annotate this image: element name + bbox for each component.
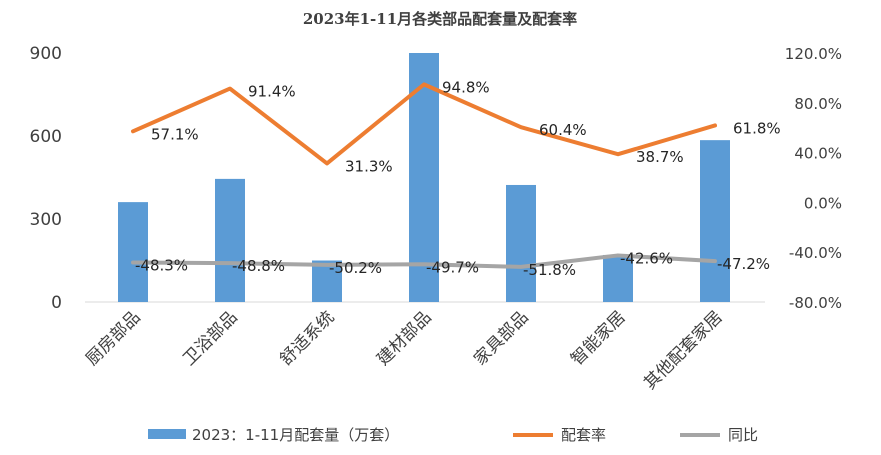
left-axis-tick: 0 bbox=[51, 293, 62, 313]
rate-data-label: 38.7% bbox=[636, 148, 684, 166]
bar-0 bbox=[118, 202, 148, 302]
left-axis-tick: 600 bbox=[30, 127, 62, 147]
yoy-data-label: -47.2% bbox=[717, 255, 770, 273]
right-axis-tick: 0.0% bbox=[804, 194, 842, 212]
rate-data-label: 31.3% bbox=[345, 157, 393, 175]
rate-data-label: 94.8% bbox=[442, 78, 490, 96]
rate-line bbox=[131, 82, 717, 166]
category-label: 其他配套家居 bbox=[640, 307, 726, 393]
yoy-data-label: -42.6% bbox=[620, 249, 673, 267]
right-axis-tick: -40.0% bbox=[789, 244, 842, 262]
category-label: 卫浴部品 bbox=[179, 307, 241, 369]
category-label: 舒适系统 bbox=[276, 307, 338, 369]
rate-data-label: 91.4% bbox=[248, 83, 296, 101]
chart-title: 2023年1-11月各类部品配套量及配套率 bbox=[303, 10, 577, 28]
bar-5 bbox=[603, 254, 633, 302]
rate-data-label: 61.8% bbox=[733, 119, 781, 137]
legend-label: 配套率 bbox=[561, 426, 606, 444]
rate-data-label: 57.1% bbox=[151, 125, 199, 143]
yoy-data-label: -50.2% bbox=[329, 259, 382, 277]
bar-4 bbox=[506, 184, 536, 302]
right-axis-tick: 80.0% bbox=[794, 95, 842, 113]
category-label: 家具部品 bbox=[470, 307, 532, 369]
yoy-data-label: -48.3% bbox=[135, 257, 188, 275]
legend-label: 2023：1-11月配套量（万套） bbox=[192, 426, 399, 444]
legend-label: 同比 bbox=[728, 426, 758, 444]
bar-2 bbox=[312, 260, 342, 302]
category-label: 智能家居 bbox=[567, 307, 629, 369]
yoy-data-label: -48.8% bbox=[232, 257, 285, 275]
bar-6 bbox=[700, 140, 730, 302]
right-axis-tick: -80.0% bbox=[789, 294, 842, 312]
category-label: 建材部品 bbox=[373, 307, 435, 369]
category-label: 厨房部品 bbox=[82, 307, 144, 369]
right-axis-tick: 120.0% bbox=[785, 45, 842, 63]
right-axis-tick: 40.0% bbox=[794, 145, 842, 163]
left-axis-tick: 300 bbox=[30, 210, 62, 230]
left-axis-tick: 900 bbox=[30, 44, 62, 64]
yoy-data-label: -51.8% bbox=[523, 261, 576, 279]
bar-1 bbox=[215, 178, 245, 302]
rate-data-label: 60.4% bbox=[539, 121, 587, 139]
legend-bar-swatch bbox=[148, 429, 186, 439]
yoy-data-label: -49.7% bbox=[426, 258, 479, 276]
yoy-line bbox=[131, 253, 717, 269]
